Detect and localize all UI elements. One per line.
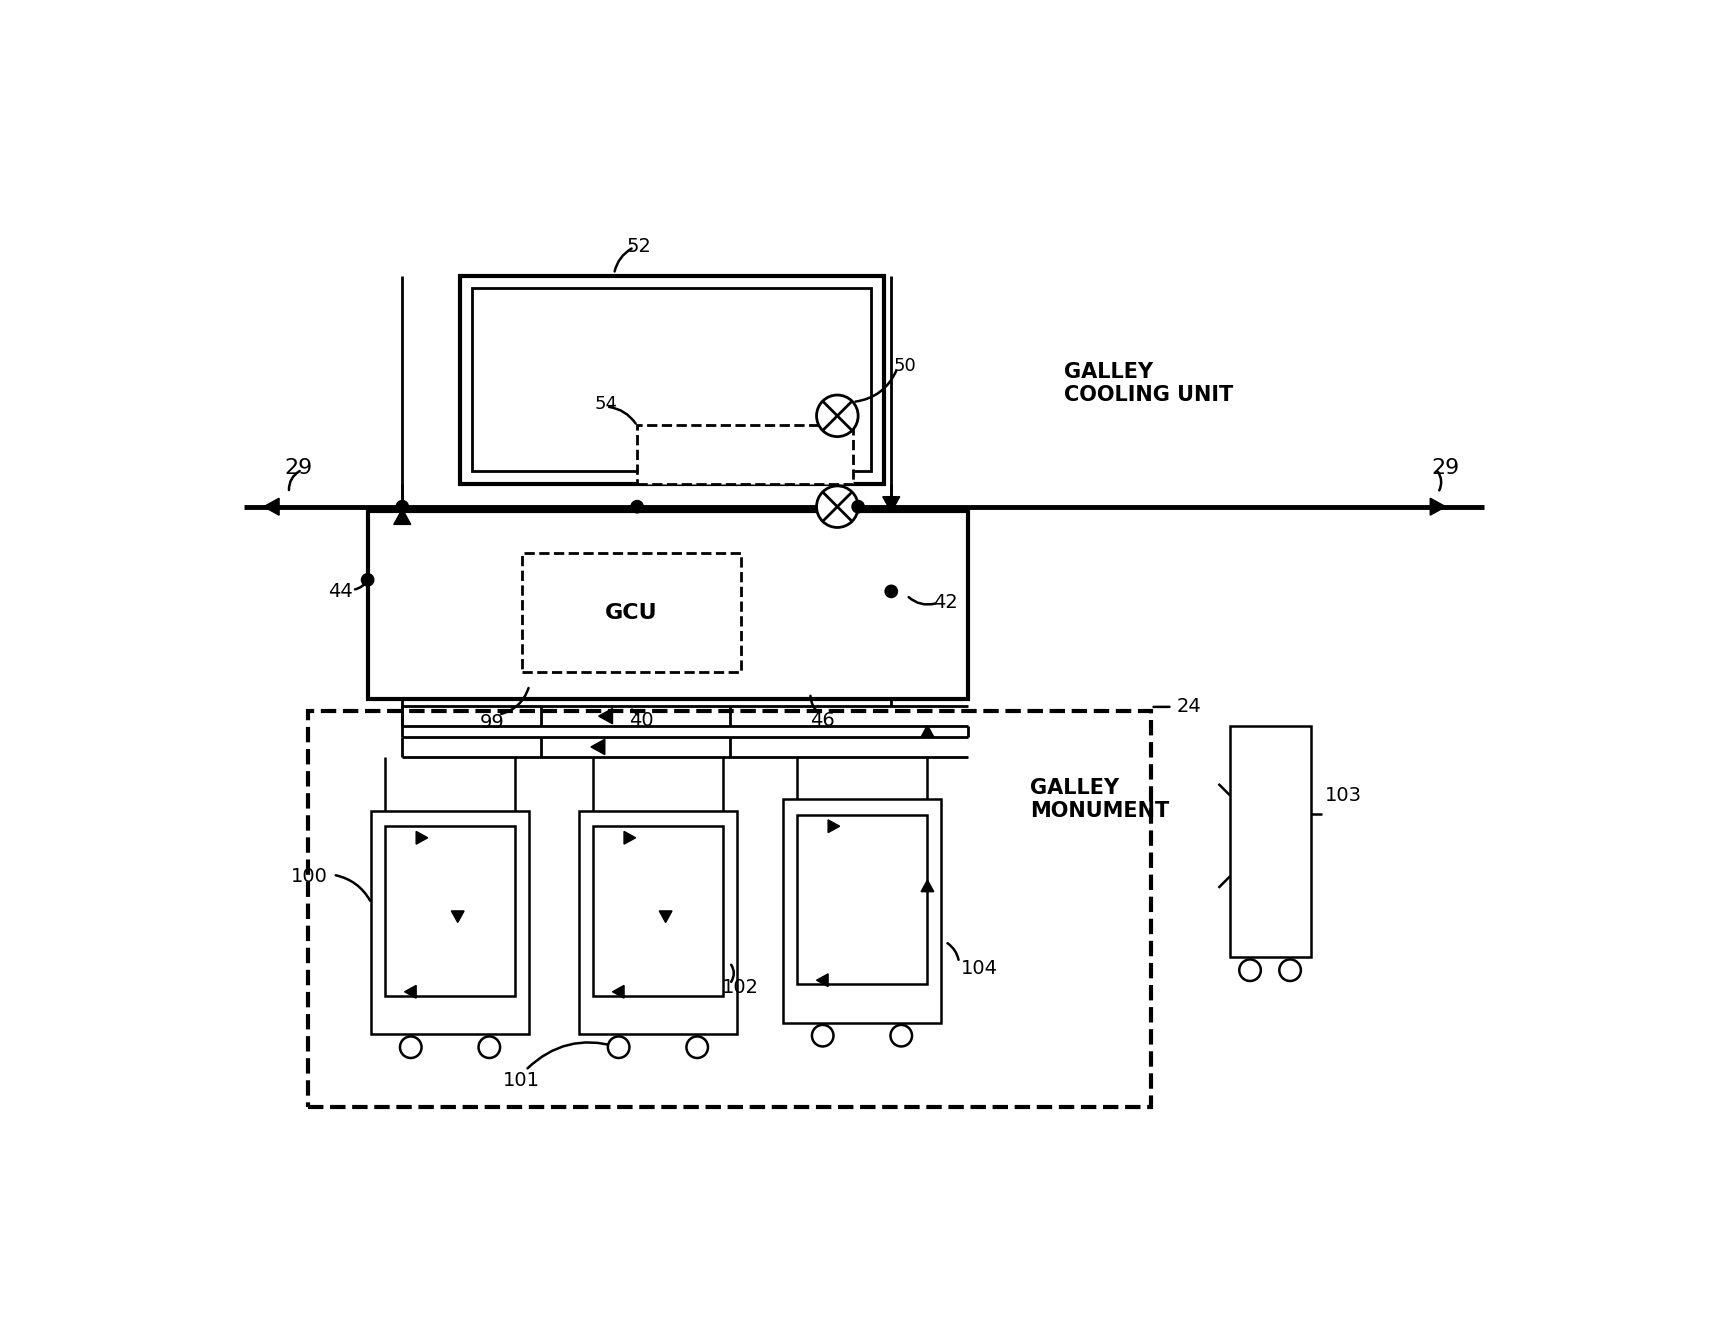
Text: GCU: GCU [604,603,658,623]
Polygon shape [816,974,828,986]
Text: 24: 24 [1177,698,1201,717]
Text: 54: 54 [595,395,618,414]
Polygon shape [613,985,623,998]
Bar [580,810,738,1034]
Polygon shape [1430,498,1446,516]
Polygon shape [922,726,934,736]
Circle shape [816,486,858,527]
Circle shape [479,1036,500,1058]
Bar [797,814,927,984]
Text: 102: 102 [722,978,759,997]
Bar [368,510,969,699]
Circle shape [812,1025,833,1047]
Text: 99: 99 [481,713,505,732]
Circle shape [1240,960,1260,981]
Polygon shape [394,509,411,525]
Text: 52: 52 [627,237,651,256]
Bar [521,553,741,672]
Circle shape [399,1036,422,1058]
Bar [594,826,724,995]
Text: 100: 100 [290,867,328,886]
Text: 29: 29 [285,459,312,479]
Polygon shape [451,911,464,923]
Circle shape [816,395,858,436]
Polygon shape [599,709,613,723]
Polygon shape [884,497,899,512]
Text: 42: 42 [932,594,958,612]
Circle shape [686,1036,708,1058]
Text: 103: 103 [1325,787,1361,805]
Bar [1231,726,1311,957]
Text: 40: 40 [628,711,653,730]
Bar [472,288,871,471]
Text: 101: 101 [503,1071,540,1089]
Polygon shape [417,832,427,845]
Circle shape [396,501,408,513]
Bar [385,826,516,995]
Text: 46: 46 [809,711,835,730]
Polygon shape [404,985,417,998]
Bar [372,810,529,1034]
Bar [783,800,941,1023]
Bar [460,276,884,484]
Bar [637,426,852,484]
Text: GALLEY
MONUMENT: GALLEY MONUMENT [1029,777,1168,821]
Text: 50: 50 [894,357,917,374]
Text: 29: 29 [1432,459,1460,479]
Circle shape [608,1036,630,1058]
Polygon shape [828,820,840,833]
Circle shape [1279,960,1300,981]
Circle shape [630,501,644,513]
Circle shape [852,501,865,513]
Polygon shape [590,739,604,755]
Bar [307,711,1151,1108]
Polygon shape [922,880,934,891]
Polygon shape [660,911,672,923]
Circle shape [885,586,898,598]
Polygon shape [264,498,279,516]
Circle shape [361,574,373,586]
Text: 104: 104 [960,960,998,978]
Text: GALLEY
COOLING UNIT: GALLEY COOLING UNIT [1064,362,1234,405]
Text: 44: 44 [328,582,352,602]
Circle shape [891,1025,911,1047]
Polygon shape [623,832,635,845]
